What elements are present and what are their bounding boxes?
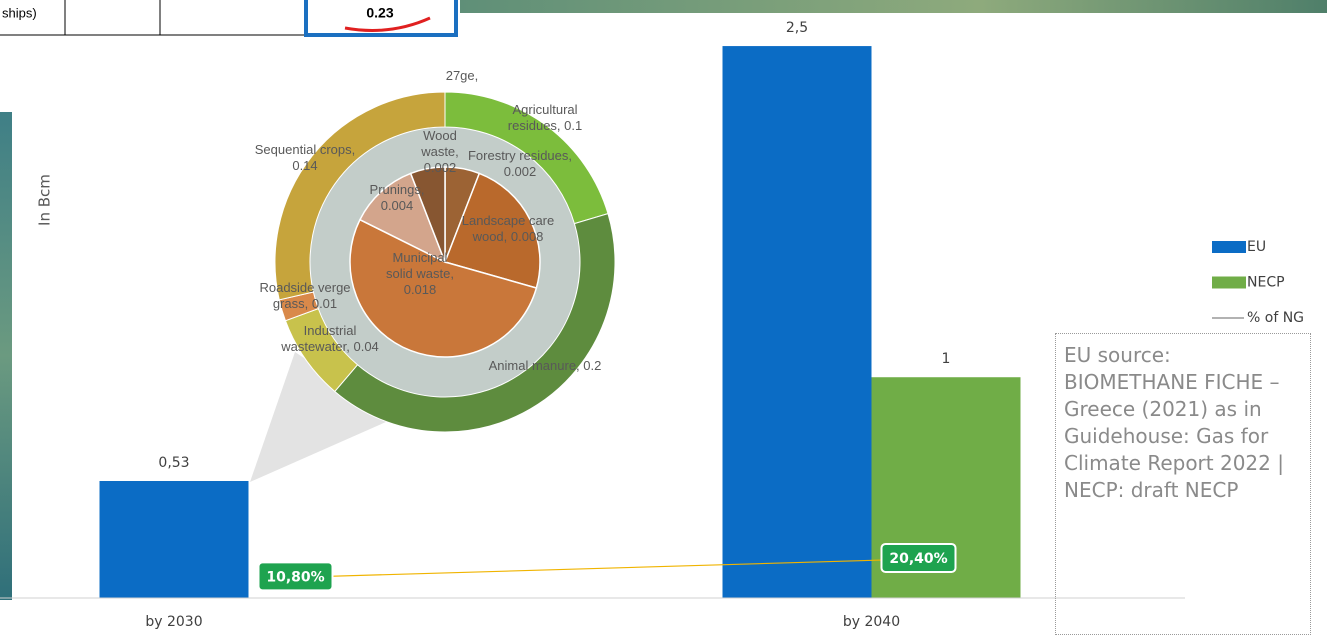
data-label: 0,53 xyxy=(158,455,189,471)
data-label: 2,5 xyxy=(786,20,808,36)
segment-label: Prunings, 0.004 xyxy=(369,182,425,213)
cropped-label: 27ge, xyxy=(445,68,479,83)
data-label: 1 xyxy=(942,351,951,367)
pie-slice xyxy=(349,218,538,358)
pie-slice xyxy=(444,172,541,289)
data-label: 20,40% xyxy=(889,551,947,567)
segment-label: Animal manure, 0.2 xyxy=(488,358,602,373)
legend-label: EU xyxy=(1247,239,1266,255)
red-circle xyxy=(344,16,431,32)
callout xyxy=(250,352,395,482)
x-tick-label: by 2030 xyxy=(145,614,202,630)
segment-label: Industrial wastewater, 0.04 xyxy=(281,323,379,354)
donut-segment xyxy=(334,213,616,433)
legend-swatch xyxy=(1212,276,1246,289)
bar xyxy=(99,480,249,598)
legend-label: % of NG xyxy=(1247,310,1304,326)
legend-label: NECP xyxy=(1247,275,1285,291)
y-axis-label: In Bcm xyxy=(36,174,54,226)
segment-label: Forestry residues, 0.002 xyxy=(467,148,573,179)
donut-segment xyxy=(274,91,446,301)
line xyxy=(295,558,919,578)
segment-label: Landscape care wood, 0.008 xyxy=(461,213,555,244)
segment-label: Sequential crops, 0.14 xyxy=(254,142,356,173)
table-cell: ships) xyxy=(2,5,37,20)
data-label: 10,80% xyxy=(266,569,324,585)
table-cell: 0.23 xyxy=(366,5,393,21)
bar xyxy=(722,46,872,599)
data-label-box xyxy=(257,561,334,592)
segment-label: Agricultural residues, 0.1 xyxy=(507,102,583,133)
segment-label: Wood waste, 0.002 xyxy=(421,128,459,175)
data-label-box xyxy=(880,542,957,573)
segment-label: Municipal solid waste, 0.018 xyxy=(386,250,454,297)
background-photo-strip xyxy=(460,0,1327,13)
source-note: EU source: BIOMETHANE FICHE – Greece (20… xyxy=(1055,333,1311,635)
background-photo-strip xyxy=(0,112,12,600)
x-tick-label: by 2040 xyxy=(843,614,900,630)
segment-label: Roadside verge grass, 0.01 xyxy=(259,280,351,311)
legend-swatch xyxy=(1212,241,1246,253)
pie-slice xyxy=(409,166,446,263)
